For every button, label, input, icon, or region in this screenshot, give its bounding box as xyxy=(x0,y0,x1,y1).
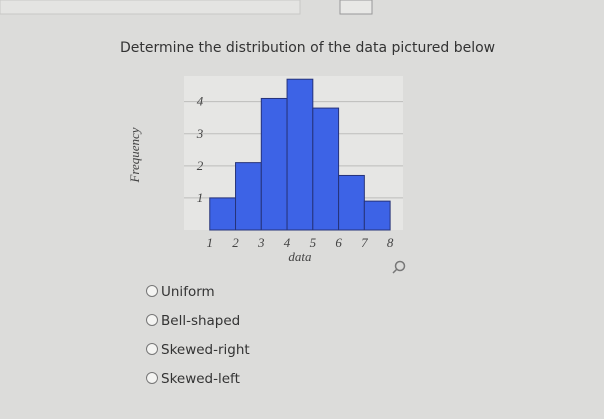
bar xyxy=(209,197,237,231)
x-tick-label: 2 xyxy=(232,235,239,250)
y-tick-label: 1 xyxy=(197,190,204,205)
top-button[interactable] xyxy=(339,0,373,15)
y-tick-label: 2 xyxy=(197,158,204,173)
x-tick-label: 8 xyxy=(387,235,394,250)
bar xyxy=(235,162,262,231)
option-label[interactable]: Uniform xyxy=(161,284,215,300)
histogram: 1 2 3 4 1 2 3 4 5 6 7 8 data Frequency xyxy=(127,76,403,264)
bar xyxy=(338,174,365,231)
y-tick-label: 3 xyxy=(196,126,204,141)
x-axis-label: data xyxy=(288,249,312,264)
x-tick-label: 7 xyxy=(361,235,368,250)
bar xyxy=(286,78,314,231)
y-axis-label: Frequency xyxy=(127,127,142,183)
option-label[interactable]: Bell-shaped xyxy=(161,313,240,329)
x-tick-label: 6 xyxy=(335,235,342,250)
bar xyxy=(363,200,391,231)
bar xyxy=(312,107,340,231)
radio-button[interactable] xyxy=(146,314,158,326)
radio-button[interactable] xyxy=(146,285,158,297)
y-tick-label: 4 xyxy=(197,94,204,109)
options: Uniform Bell-shaped Skewed-right Skewed-lef… xyxy=(146,284,250,387)
top-bar xyxy=(0,0,301,15)
option-label[interactable]: Skewed-right xyxy=(161,342,250,358)
radio-button[interactable] xyxy=(146,372,158,384)
bar xyxy=(260,97,288,231)
zoom-icon[interactable] xyxy=(392,260,406,274)
option-label[interactable]: Skewed-left xyxy=(161,371,240,387)
x-tick-label: 3 xyxy=(257,235,265,250)
x-tick-label: 1 xyxy=(207,235,214,250)
radio-button[interactable] xyxy=(146,343,158,355)
x-tick-label: 5 xyxy=(310,235,317,250)
question: Determine the distribution of the data p… xyxy=(120,40,495,56)
x-tick-label: 4 xyxy=(284,235,291,250)
